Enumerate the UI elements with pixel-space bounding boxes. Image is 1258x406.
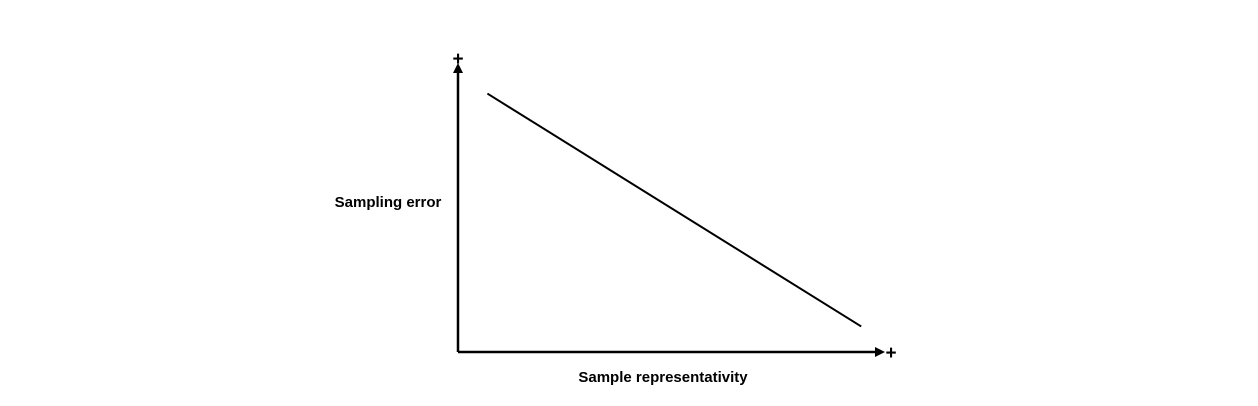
x-axis-end-label: + [885, 343, 896, 364]
y-axis-label: Sampling error [335, 194, 442, 211]
x-axis-label: Sample representativity [578, 369, 748, 386]
series-line-0 [486, 92, 862, 328]
series-layer [486, 92, 862, 328]
y-axis-end-label: + [452, 49, 463, 70]
